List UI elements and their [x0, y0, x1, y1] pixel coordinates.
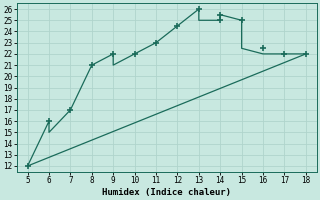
X-axis label: Humidex (Indice chaleur): Humidex (Indice chaleur) — [102, 188, 231, 197]
